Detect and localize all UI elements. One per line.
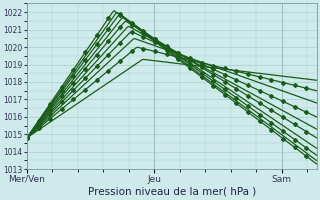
X-axis label: Pression niveau de la mer( hPa ): Pression niveau de la mer( hPa ) xyxy=(88,187,256,197)
